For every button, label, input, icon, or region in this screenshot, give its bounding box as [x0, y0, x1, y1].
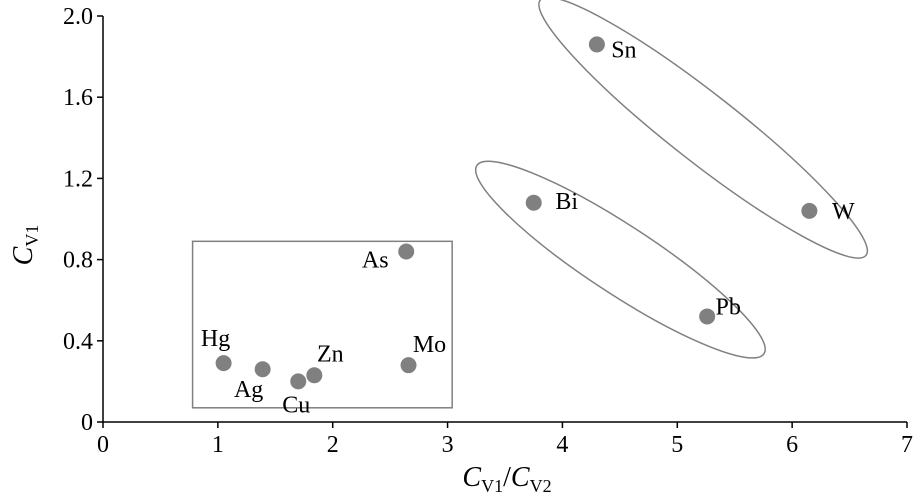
point-label-mo: Mo [413, 332, 446, 358]
group-ellipse-sn-w [538, 0, 869, 259]
point-label-ag: Ag [234, 377, 263, 403]
y-tick-label: 0.8 [63, 248, 93, 274]
point-label-zn: Zn [317, 341, 344, 367]
point-label-hg: Hg [201, 326, 230, 352]
x-tick-label: 3 [442, 432, 454, 458]
y-tick-label: 0.4 [63, 329, 93, 355]
x-tick-label: 0 [97, 432, 109, 458]
point-label-sn: Sn [611, 37, 636, 63]
data-point-hg [215, 355, 232, 372]
x-tick-label: 6 [786, 432, 798, 458]
group-ellipse-bi-pb [474, 160, 766, 359]
data-point-w [801, 202, 818, 219]
x-tick-label: 5 [671, 432, 683, 458]
point-label-w: W [832, 199, 855, 225]
x-tick-label: 4 [556, 432, 568, 458]
x-tick-label: 1 [212, 432, 224, 458]
point-label-bi: Bi [555, 189, 578, 215]
data-point-mo [400, 357, 417, 374]
point-label-pb: Pb [715, 294, 740, 320]
data-point-pb [699, 308, 716, 325]
x-tick-label: 7 [901, 432, 913, 458]
y-axis-title: CV1 [8, 225, 42, 266]
group-outlines [191, 0, 869, 409]
axes [97, 15, 908, 428]
y-tick-label: 1.2 [63, 166, 93, 192]
x-axis-title: CV1/CV2 [462, 462, 551, 496]
y-tick-label: 2.0 [63, 4, 93, 30]
y-tick-label: 1.6 [63, 85, 93, 111]
data-point-ag [254, 361, 271, 378]
data-point-zn [306, 367, 323, 384]
data-point-sn [588, 36, 605, 53]
x-tick-label: 2 [327, 432, 339, 458]
data-point-bi [525, 194, 542, 211]
tick-labels: 0 1 2 3 4 5 6 7 0 0.4 0.8 1.2 1.6 2.0 [63, 4, 913, 458]
data-point-as [398, 243, 415, 260]
group-rectangle-outline [191, 240, 453, 409]
data-point-cu [290, 373, 307, 390]
y-tick-label: 0 [81, 410, 93, 436]
point-label-as: As [362, 247, 389, 273]
point-label-cu: Cu [282, 392, 310, 418]
